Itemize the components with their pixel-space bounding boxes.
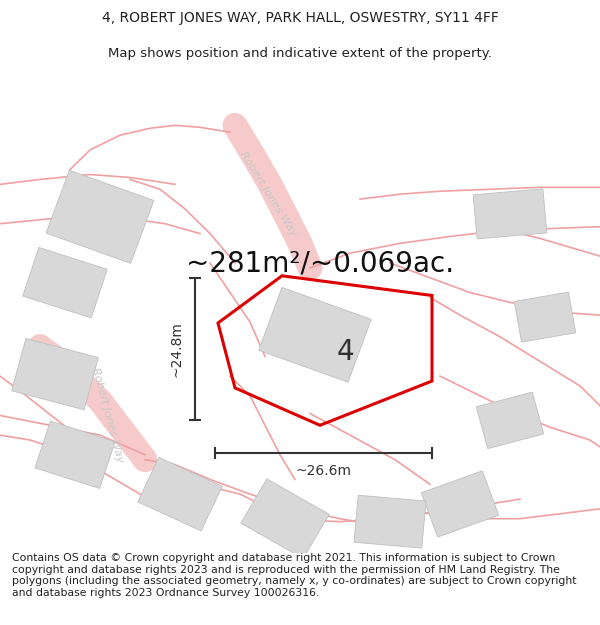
Text: ~26.6m: ~26.6m xyxy=(296,464,352,478)
Text: Robert Jones Way: Robert Jones Way xyxy=(238,150,298,238)
Polygon shape xyxy=(473,189,547,239)
Text: 4, ROBERT JONES WAY, PARK HALL, OSWESTRY, SY11 4FF: 4, ROBERT JONES WAY, PARK HALL, OSWESTRY… xyxy=(101,11,499,25)
Polygon shape xyxy=(11,339,98,410)
Polygon shape xyxy=(421,471,499,537)
Text: ~24.8m: ~24.8m xyxy=(170,321,184,377)
Text: Map shows position and indicative extent of the property.: Map shows position and indicative extent… xyxy=(108,47,492,60)
Text: Robert Jones Way: Robert Jones Way xyxy=(91,367,125,464)
Polygon shape xyxy=(241,479,329,559)
Polygon shape xyxy=(514,292,576,342)
Polygon shape xyxy=(259,288,371,382)
Text: Contains OS data © Crown copyright and database right 2021. This information is : Contains OS data © Crown copyright and d… xyxy=(12,553,577,598)
Text: 4: 4 xyxy=(336,338,354,366)
Polygon shape xyxy=(138,458,222,531)
Text: ~281m²/~0.069ac.: ~281m²/~0.069ac. xyxy=(186,249,454,277)
Polygon shape xyxy=(35,421,115,489)
Polygon shape xyxy=(23,248,107,318)
Polygon shape xyxy=(354,495,426,548)
Polygon shape xyxy=(476,392,544,449)
Polygon shape xyxy=(46,170,154,263)
